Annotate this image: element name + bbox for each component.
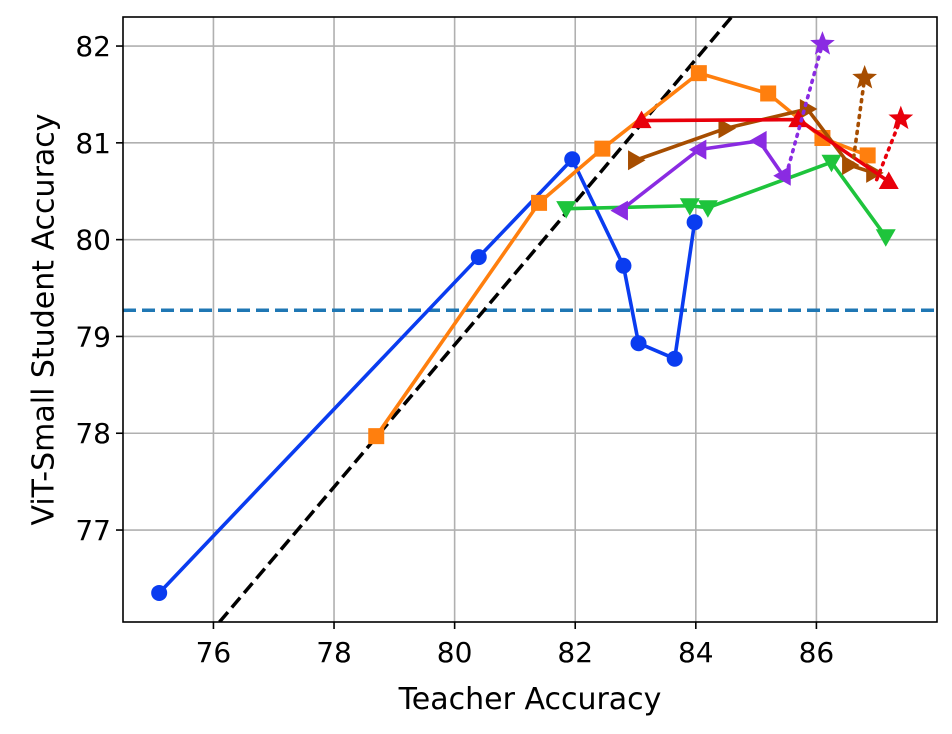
series-line — [850, 76, 867, 167]
y-tick-label: 78 — [75, 417, 111, 450]
square-point — [531, 194, 548, 211]
triangle-up-point — [788, 109, 809, 128]
triangle-left-point — [749, 130, 767, 151]
y-axis-title: ViT-Small Student Accuracy — [27, 113, 62, 525]
y-tick-label: 79 — [75, 320, 111, 353]
series-7 — [784, 31, 835, 177]
x-tick-label: 76 — [196, 636, 232, 669]
x-axis-title: Teacher Accuracy — [398, 682, 662, 717]
series-8 — [850, 64, 878, 167]
triangle-left-point — [610, 200, 628, 221]
circle-point — [686, 214, 703, 231]
x-tick-label: 80 — [437, 636, 473, 669]
diagonal-reference-line — [218, 17, 734, 622]
star-point — [810, 31, 835, 55]
circle-point — [564, 151, 581, 168]
square-point — [690, 65, 707, 82]
grid — [123, 17, 937, 622]
ticks: 76 78 80 82 84 86 77 78 79 80 81 82 — [75, 30, 834, 669]
triangle-down-point — [821, 154, 842, 173]
star-point — [888, 105, 914, 130]
triangle-left-point — [773, 165, 791, 186]
square-point — [594, 140, 611, 157]
plot-frame — [122, 16, 938, 623]
triangle-right-point — [718, 118, 736, 139]
y-tick-label: 80 — [75, 224, 111, 257]
series-line — [374, 71, 869, 438]
circle-point — [615, 257, 632, 274]
y-tick-label: 81 — [75, 127, 111, 160]
x-tick-label: 82 — [557, 636, 593, 669]
triangle-down-point — [697, 200, 718, 218]
circle-point — [630, 335, 647, 352]
star-point — [852, 64, 878, 89]
x-tick-label: 84 — [678, 636, 714, 669]
plot-area — [151, 31, 914, 601]
series-6 — [631, 109, 899, 190]
series-line — [784, 42, 825, 177]
square-point — [368, 428, 385, 445]
series-9 — [874, 105, 914, 182]
triangle-up-point — [878, 171, 899, 190]
series-line — [157, 157, 697, 595]
circle-point — [470, 249, 487, 266]
y-tick-label: 82 — [75, 30, 111, 63]
series-4 — [610, 130, 791, 221]
x-tick-label: 78 — [316, 636, 352, 669]
triangle-down-point — [679, 198, 700, 216]
circle-point — [151, 584, 168, 601]
y-tick-label: 77 — [75, 514, 111, 547]
circle-point — [666, 350, 683, 367]
triangle-down-point — [875, 229, 896, 247]
series-line — [874, 116, 903, 182]
triangle-up-point — [631, 110, 652, 129]
series-line — [619, 139, 785, 213]
triangle-down-point — [556, 201, 577, 219]
reference-lines — [123, 17, 937, 622]
square-point — [859, 147, 876, 164]
series-3 — [556, 154, 896, 247]
triangle-left-point — [688, 139, 707, 160]
triangle-right-point — [628, 150, 646, 171]
square-point — [760, 85, 777, 102]
series-1 — [151, 151, 703, 601]
series-line — [566, 160, 888, 238]
x-tick-label: 86 — [799, 636, 835, 669]
